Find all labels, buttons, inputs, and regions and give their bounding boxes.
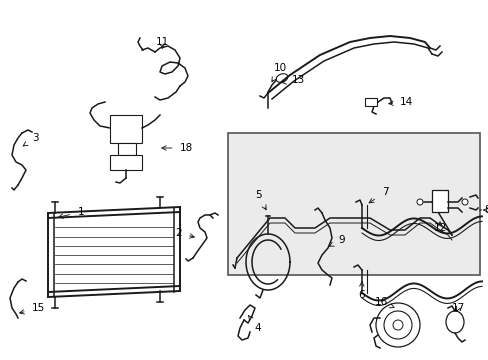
Text: 5: 5 [254,190,265,210]
Text: 13: 13 [281,75,305,85]
Bar [431,190,447,212]
Text: 10: 10 [271,63,286,82]
Text: 14: 14 [388,97,412,107]
Text: 8: 8 [483,205,488,215]
Circle shape [392,320,402,330]
Bar [110,155,142,170]
Text: 18: 18 [162,143,193,153]
Circle shape [375,303,419,347]
Circle shape [383,311,411,339]
Text: 3: 3 [23,133,39,146]
Text: 16: 16 [374,297,393,308]
Ellipse shape [276,74,287,82]
Text: 2: 2 [175,228,194,238]
Circle shape [416,199,422,205]
Bar [227,133,479,275]
Text: 7: 7 [368,187,388,203]
Text: 15: 15 [20,303,45,314]
Text: 1: 1 [59,207,84,218]
Text: 9: 9 [329,235,344,246]
Text: 11: 11 [155,37,168,48]
Text: 8: 8 [479,205,488,215]
Circle shape [461,199,467,205]
Text: 17: 17 [450,303,464,313]
Bar [110,115,142,143]
Ellipse shape [445,311,463,333]
Text: 12: 12 [432,222,446,233]
Bar [364,98,376,106]
Bar [118,143,136,155]
Text: 6: 6 [358,282,364,300]
Text: 4: 4 [248,315,261,333]
